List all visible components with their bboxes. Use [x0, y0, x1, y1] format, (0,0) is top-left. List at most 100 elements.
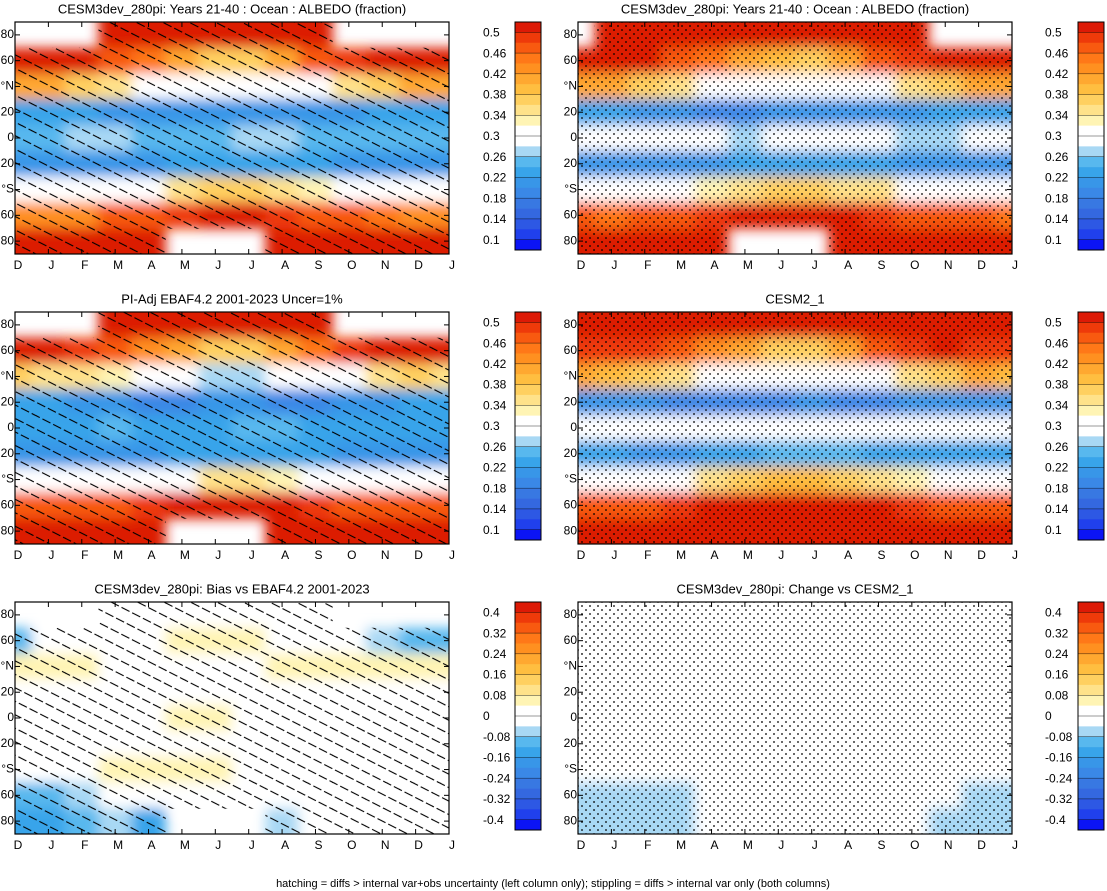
hatching: [432, 150, 449, 178]
hatching: [65, 466, 99, 493]
hatching: [298, 782, 333, 809]
hatching: [332, 415, 367, 442]
stippling: [828, 99, 863, 126]
colorbar-label: 0.42: [1045, 357, 1069, 371]
hatching: [31, 202, 66, 229]
stippling: [995, 312, 1012, 339]
hatching: [198, 653, 233, 680]
stippling: [828, 730, 863, 758]
stippling: [961, 730, 996, 758]
hatching: [332, 466, 367, 493]
stippling: [995, 125, 1012, 152]
footnote: hatching = diffs > internal var+obs unce…: [276, 878, 830, 890]
stippling: [895, 627, 930, 655]
colorbar-box: [515, 684, 541, 696]
hatching: [31, 653, 66, 680]
hatching: [15, 730, 33, 758]
y-tick-label: 20: [1, 684, 15, 698]
colorbar-label: 0.18: [1045, 481, 1069, 495]
hatching: [165, 176, 200, 203]
colorbar-label: 0.3: [483, 419, 500, 433]
stippling: [995, 440, 1012, 468]
stippling: [728, 47, 763, 75]
x-tick-label: F: [81, 258, 88, 272]
x-tick-label: J: [812, 548, 818, 562]
hatching: [131, 627, 166, 655]
hatching: [98, 337, 133, 365]
x-tick-label: S: [314, 548, 322, 562]
stippling: [995, 518, 1012, 544]
hatching: [65, 337, 99, 365]
hatching: [15, 389, 33, 416]
overlay: [15, 602, 449, 834]
stippling: [928, 679, 963, 706]
stippling: [861, 730, 896, 758]
hatching: [15, 440, 33, 468]
y-tick-label: 20: [564, 394, 578, 408]
colorbar-box: [1078, 778, 1104, 789]
stippling: [761, 492, 796, 519]
hatching: [365, 363, 400, 390]
colorbar-box: [515, 363, 541, 375]
hatching: [31, 363, 66, 390]
hatching: [298, 679, 333, 706]
stippling: [828, 176, 863, 203]
colorbar-label: 0.18: [483, 481, 507, 495]
colorbar-label: 0.08: [1045, 688, 1069, 702]
hatching: [332, 679, 367, 706]
stippling: [761, 466, 796, 493]
stippling: [995, 705, 1012, 732]
hatching: [232, 389, 266, 416]
stippling: [594, 492, 629, 519]
hatching: [131, 492, 166, 519]
stippling: [661, 337, 696, 365]
colorbar: 0.5 0.46 0.42 0.38 0.34 0.3 0.26 0.22 0.18 0.14 0.…: [483, 21, 542, 251]
stippling: [578, 653, 596, 680]
x-tick-label: F: [644, 258, 651, 272]
hatching: [131, 653, 166, 680]
colorbar-box: [515, 757, 541, 769]
colorbar-label: 0.1: [483, 233, 500, 247]
hatching: [265, 627, 300, 655]
stippling: [928, 653, 963, 680]
colorbar-box: [1078, 394, 1104, 406]
field: [578, 312, 1012, 544]
hatching: [232, 415, 266, 442]
hatching: [265, 440, 300, 468]
field: [15, 602, 449, 834]
y-tick-label: °N: [1, 659, 14, 673]
x-tick-label: M: [676, 838, 686, 852]
hatching: [232, 492, 266, 519]
hatching: [365, 730, 400, 758]
stippling: [728, 73, 763, 100]
colorbar-label: 0.34: [483, 398, 507, 412]
stippling: [578, 73, 596, 100]
stippling: [995, 150, 1012, 178]
stippling: [961, 202, 996, 229]
colorbar-box: [515, 167, 541, 178]
stippling: [694, 415, 729, 442]
stippling: [628, 415, 662, 442]
x-tick-label: O: [347, 258, 356, 272]
stippling: [694, 73, 729, 100]
colorbar-box: [515, 53, 541, 64]
stippling: [961, 176, 996, 203]
hatching: [365, 202, 400, 229]
x-tick-label: D: [414, 548, 423, 562]
x-tick-label: J: [812, 838, 818, 852]
x-tick-label: A: [148, 838, 156, 852]
stippling: [594, 466, 629, 493]
hatching: [15, 337, 33, 365]
colorbar-label: 0.38: [483, 378, 507, 392]
colorbar-box: [515, 519, 541, 530]
colorbar-label: 0.5: [483, 26, 500, 40]
stippling: [728, 705, 763, 732]
stippling: [578, 466, 596, 493]
colorbar-box: [515, 374, 541, 385]
hatching: [365, 653, 400, 680]
colorbar-box: [1078, 32, 1104, 44]
colorbar-box: [515, 457, 541, 468]
hatching: [198, 679, 233, 706]
stippling: [578, 705, 596, 732]
hatching: [165, 653, 200, 680]
